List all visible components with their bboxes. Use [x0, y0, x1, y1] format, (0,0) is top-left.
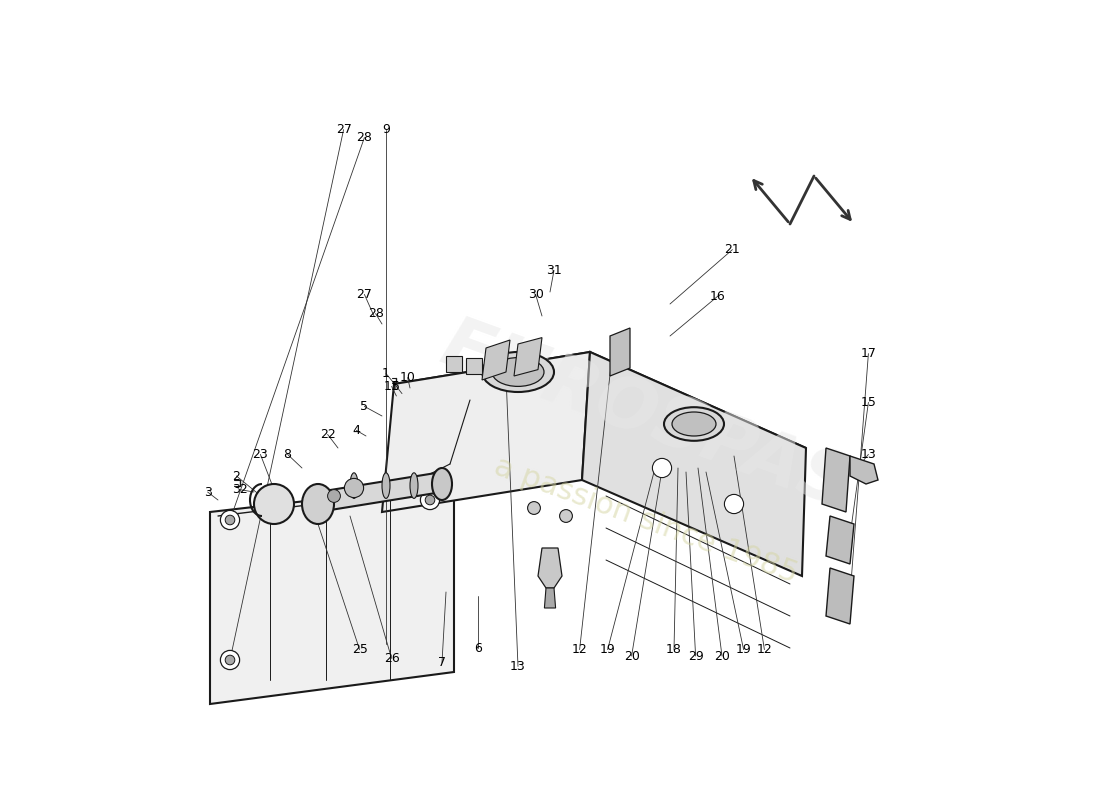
- Text: 4: 4: [352, 424, 361, 437]
- Ellipse shape: [382, 473, 390, 498]
- Polygon shape: [382, 352, 590, 512]
- Text: 5: 5: [393, 380, 400, 393]
- Text: 13: 13: [860, 448, 877, 461]
- Circle shape: [560, 510, 572, 522]
- Polygon shape: [582, 352, 806, 576]
- Text: 2: 2: [232, 470, 240, 482]
- Ellipse shape: [664, 407, 724, 441]
- Text: 12: 12: [757, 643, 772, 656]
- Polygon shape: [482, 340, 510, 380]
- Text: 8: 8: [284, 448, 292, 461]
- Polygon shape: [538, 548, 562, 588]
- Text: 11: 11: [384, 380, 399, 393]
- Circle shape: [652, 458, 672, 478]
- Polygon shape: [826, 568, 854, 624]
- Text: 19: 19: [600, 643, 616, 656]
- Text: 28: 28: [356, 131, 372, 144]
- Text: 20: 20: [714, 650, 730, 662]
- Ellipse shape: [350, 473, 358, 498]
- Polygon shape: [210, 484, 454, 704]
- Text: 27: 27: [336, 123, 352, 136]
- Text: 3: 3: [204, 486, 211, 498]
- Polygon shape: [822, 448, 850, 512]
- Text: 7: 7: [438, 656, 446, 669]
- Text: 31: 31: [546, 264, 562, 277]
- Circle shape: [344, 478, 364, 498]
- Text: 20: 20: [624, 650, 639, 662]
- Polygon shape: [610, 328, 630, 376]
- Ellipse shape: [432, 468, 452, 500]
- Circle shape: [528, 502, 540, 514]
- Text: 5: 5: [361, 400, 368, 413]
- Text: a passion since 1985: a passion since 1985: [491, 451, 802, 589]
- Circle shape: [220, 650, 240, 670]
- Text: 30: 30: [528, 288, 543, 301]
- Polygon shape: [514, 338, 542, 376]
- Ellipse shape: [410, 473, 418, 498]
- Circle shape: [226, 515, 234, 525]
- Polygon shape: [394, 352, 806, 480]
- Text: 9: 9: [382, 123, 389, 136]
- Text: 22: 22: [320, 428, 336, 441]
- Text: 18: 18: [667, 643, 682, 656]
- Text: 15: 15: [860, 396, 877, 409]
- Text: EUROSPAS: EUROSPAS: [431, 310, 860, 522]
- Text: 13: 13: [510, 660, 526, 673]
- Text: 16: 16: [711, 290, 726, 302]
- Text: 1: 1: [382, 367, 389, 380]
- Polygon shape: [850, 456, 878, 484]
- Polygon shape: [544, 588, 556, 608]
- Circle shape: [426, 495, 434, 505]
- Text: 6: 6: [474, 642, 482, 654]
- Polygon shape: [826, 516, 854, 564]
- Ellipse shape: [482, 352, 554, 392]
- Ellipse shape: [302, 484, 334, 524]
- Text: 12: 12: [572, 643, 587, 656]
- Circle shape: [420, 490, 440, 510]
- Polygon shape: [318, 472, 442, 512]
- Circle shape: [725, 494, 744, 514]
- Text: 17: 17: [860, 347, 877, 360]
- Ellipse shape: [672, 412, 716, 436]
- Text: 32: 32: [232, 483, 248, 496]
- Text: 28: 28: [367, 307, 384, 320]
- Circle shape: [328, 490, 340, 502]
- Text: 27: 27: [356, 288, 372, 301]
- Text: 25: 25: [352, 643, 367, 656]
- Circle shape: [254, 484, 294, 524]
- Text: 23: 23: [253, 448, 268, 461]
- Circle shape: [220, 510, 240, 530]
- Text: 10: 10: [399, 371, 416, 384]
- Ellipse shape: [492, 358, 544, 386]
- Text: 29: 29: [688, 650, 704, 662]
- Text: 26: 26: [384, 652, 399, 665]
- Text: 19: 19: [736, 643, 751, 656]
- Bar: [466, 358, 482, 374]
- Text: 21: 21: [725, 243, 740, 256]
- Circle shape: [226, 655, 234, 665]
- Bar: [446, 356, 462, 372]
